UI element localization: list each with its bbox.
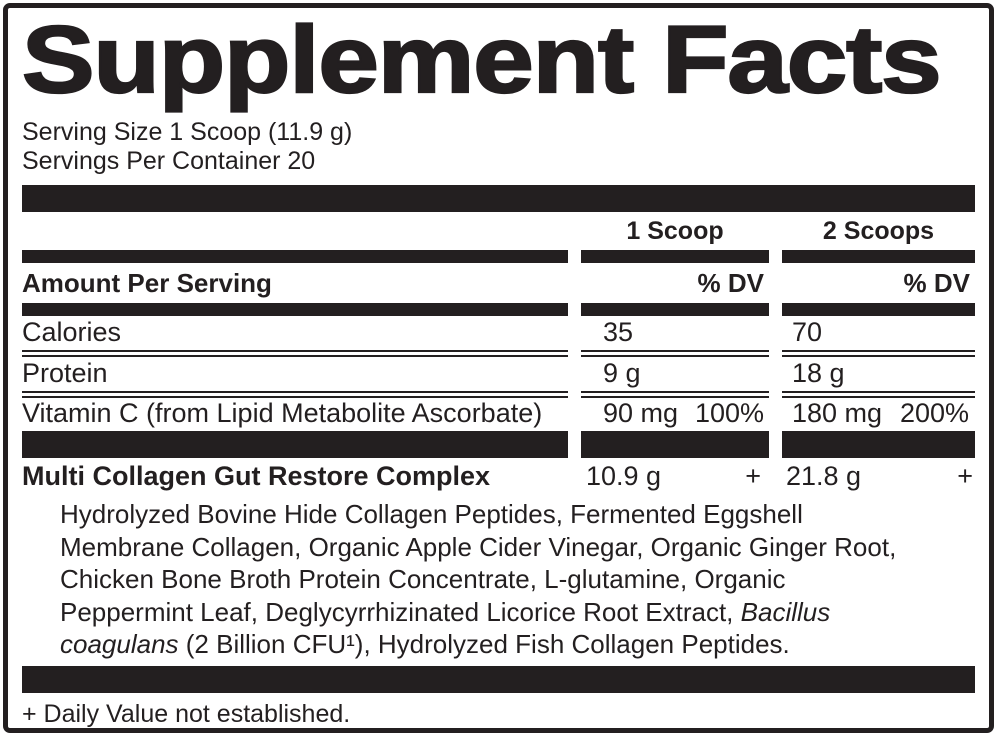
amount-value: 180 mg (792, 398, 883, 428)
servings-per-container-line: Servings Per Container 20 (22, 147, 316, 175)
bar-segment (22, 250, 568, 263)
complex-values-col1: 10.9 g + (581, 461, 769, 492)
ingredients-text: (2 Billion CFU¹), Hydrolyzed Fish Collag… (178, 629, 790, 659)
ingredients-text: Peppermint Leaf, Deglycyrrhizinated Lico… (60, 596, 741, 627)
nutrient-values-col2: 180 mg 200% (782, 398, 975, 431)
scoop-header-row: 1 Scoop 2 Scoops (22, 212, 975, 250)
nutrient-row-calories: Calories 35 70 (22, 316, 975, 350)
dv-value: 200% (899, 398, 969, 428)
amount-value: 35 (603, 317, 634, 347)
percent-dv-header-col1: % DV (697, 267, 764, 298)
nutrient-name: Vitamin C (from Lipid Metabolite Ascorba… (22, 398, 543, 428)
ingredients-line: coagulans (2 Billion CFU¹), Hydrolyzed F… (60, 628, 975, 661)
bar-segment (581, 431, 769, 458)
divider-bar-top (22, 185, 975, 212)
amount-value: 90 mg (603, 398, 679, 428)
nutrient-values-col2: 18 g (782, 358, 975, 391)
rule-segment (581, 391, 769, 398)
divider-bar-segments-1 (22, 250, 975, 263)
dv-value: 100% (694, 398, 764, 428)
rule-segment (782, 350, 975, 357)
rule-segment (22, 350, 568, 357)
nutrient-row-vitamin-c: Vitamin C (from Lipid Metabolite Ascorba… (22, 398, 975, 431)
double-rule-2 (22, 391, 975, 398)
panel-title: Supplement Facts (21, 7, 943, 113)
complex-ingredients: Hydrolyzed Bovine Hide Collagen Peptides… (22, 498, 975, 661)
amount-per-serving-label: Amount Per Serving (22, 267, 272, 298)
divider-bar-bottom (22, 665, 975, 693)
ingredients-line: Peppermint Leaf, Deglycyrrhizinated Lico… (60, 596, 975, 629)
supplement-facts-panel: Supplement Facts Serving Size 1 Scoop (1… (3, 3, 994, 733)
bar-segment (782, 431, 975, 458)
column-header-2-scoops: 2 Scoops (822, 217, 935, 245)
nutrient-values-col1: 9 g (581, 358, 769, 391)
percent-dv-header-col2: % DV (903, 267, 970, 298)
complex-name: Multi Collagen Gut Restore Complex (22, 460, 491, 491)
nutrient-row-protein: Protein 9 g 18 g (22, 357, 975, 391)
daily-value-footnote: + Daily Value not established. (22, 699, 351, 728)
bar-segment (581, 250, 769, 263)
complex-values-col2: 21.8 g + (782, 461, 975, 492)
divider-bar-segments-3 (22, 431, 975, 458)
dv-plus-sign: + (957, 460, 973, 491)
nutrient-values-col1: 90 mg 100% (581, 398, 769, 431)
column-header-1-scoop: 1 Scoop (626, 217, 724, 245)
amount-value: 21.8 g (786, 460, 862, 491)
rule-segment (581, 350, 769, 357)
ingredients-line: Hydrolyzed Bovine Hide Collagen Peptides… (60, 499, 803, 529)
bar-segment (22, 431, 568, 458)
divider-bar-segments-2 (22, 303, 975, 316)
bar-segment (782, 303, 975, 316)
nutrient-values-col1: 35 (581, 317, 769, 350)
double-rule-1 (22, 350, 975, 357)
dv-plus-sign: + (745, 460, 761, 491)
amount-value: 9 g (603, 358, 641, 388)
amount-value: 70 (792, 317, 823, 347)
ingredients-line: Membrane Collagen, Organic Apple Cider V… (60, 531, 897, 562)
bar-segment (782, 250, 975, 263)
ingredients-italic-text: Bacillus (740, 596, 831, 627)
ingredients-italic-text: coagulans (60, 629, 179, 659)
amount-per-serving-row: Amount Per Serving % DV % DV (22, 263, 975, 303)
amount-value: 10.9 g (586, 460, 662, 491)
nutrient-name: Protein (22, 358, 108, 388)
bar-segment (581, 303, 769, 316)
complex-row: Multi Collagen Gut Restore Complex 10.9 … (22, 458, 975, 494)
nutrient-name: Calories (22, 317, 122, 347)
rule-segment (782, 391, 975, 398)
bar-segment (22, 303, 568, 316)
amount-value: 18 g (792, 358, 845, 388)
ingredients-line: Chicken Bone Broth Protein Concentrate, … (60, 564, 786, 594)
serving-size-line: Serving Size 1 Scoop (11.9 g) (22, 118, 353, 146)
rule-segment (22, 391, 568, 398)
nutrient-values-col2: 70 (782, 317, 975, 350)
